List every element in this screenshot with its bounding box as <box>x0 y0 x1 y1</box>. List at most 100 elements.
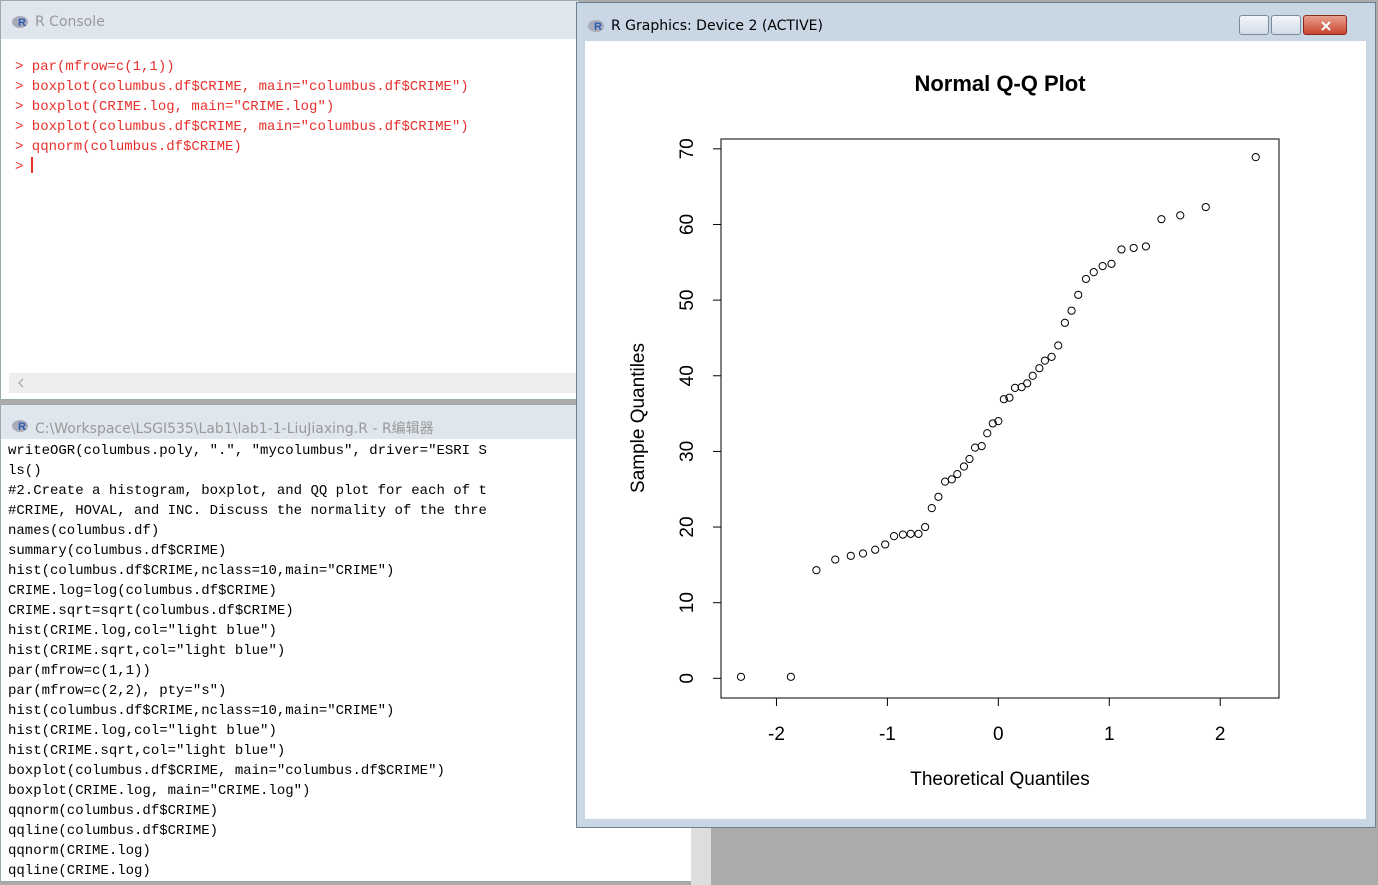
point <box>812 566 821 575</box>
console-title: R Console <box>35 14 105 30</box>
code-text: CRIME.log=log(columbus.df$CRIME) <box>8 583 277 599</box>
point <box>1023 379 1032 388</box>
point <box>846 551 855 560</box>
point <box>994 417 1003 426</box>
plot-frame <box>720 138 1280 699</box>
editor-text: writeOGR(columbus.poly, ".", "mycolumbus… <box>8 441 487 881</box>
y-tick-label: 70 <box>677 138 698 159</box>
point <box>1201 202 1210 212</box>
code-text: hist(CRIME.sqrt,col="light blue") <box>8 643 286 659</box>
scrollbar <box>9 373 579 393</box>
point <box>831 555 840 564</box>
code-text: hist(columbus.df$CRIME,nclass=10,main="C… <box>8 703 395 719</box>
y-tick-label: 50 <box>677 290 698 311</box>
point <box>871 545 880 554</box>
svg-text:R: R <box>594 21 602 33</box>
console-line: > par(mfrow=c(1,1)) <box>15 57 469 77</box>
scroll-left-arrow[interactable] <box>15 373 27 393</box>
point <box>1017 383 1026 392</box>
editor-line: boxplot(CRIME.log, main="CRIME.log") <box>8 781 487 801</box>
editor-line: hist(CRIME.sqrt,col="light blue") <box>8 741 487 761</box>
editor-line: hist(columbus.df$CRIME,nclass=10,main="C… <box>8 561 487 581</box>
code-text: hist(CRIME.log,col="light blue") <box>8 723 277 739</box>
text-cursor <box>31 157 34 173</box>
svg-text:R: R <box>18 17 26 29</box>
point <box>921 522 930 532</box>
point <box>1060 318 1069 327</box>
point <box>1054 341 1063 350</box>
maximize-button[interactable] <box>1271 15 1301 35</box>
point <box>977 442 986 451</box>
code-text: hist(columbus.df$CRIME,nclass=10,main="C… <box>8 563 395 579</box>
point <box>970 443 980 452</box>
point <box>736 672 746 681</box>
point <box>947 475 956 484</box>
point <box>999 395 1008 404</box>
point <box>1251 153 1260 162</box>
editor-title: C:\Workspace\LSGI535\Lab1\lab1-1-LiuJiax… <box>35 421 434 437</box>
y-tick-label: 60 <box>677 214 698 235</box>
editor-line: qqline(CRIME.log) <box>8 861 487 881</box>
code-text: CRIME.sqrt=sqrt(columbus.df$CRIME) <box>8 603 294 619</box>
console-line: > boxplot(CRIME.log, main="CRIME.log") <box>15 97 469 117</box>
editor-line: qqnorm(CRIME.log) <box>8 841 487 861</box>
console-line: > qqnorm(columbus.df$CRIME) <box>15 137 469 157</box>
code-text: boxplot(CRIME.log, main="CRIME.log") <box>8 783 311 799</box>
point <box>1107 259 1116 268</box>
x-tick-label: 1 <box>1104 724 1115 745</box>
code-text: writeOGR(columbus.poly, ".", "mycolumbus… <box>8 443 487 459</box>
point <box>1081 274 1091 284</box>
point <box>1117 245 1126 254</box>
r-icon: R <box>12 16 28 29</box>
y-axis-label: Sample Quantiles <box>628 343 649 493</box>
code-text: qqline(CRIME.log) <box>8 863 151 879</box>
y-tick-label: 10 <box>677 592 698 613</box>
svg-text:R: R <box>18 421 26 433</box>
point <box>898 530 908 539</box>
point <box>1141 242 1150 251</box>
point <box>1040 356 1050 365</box>
close-button[interactable] <box>1303 15 1347 35</box>
code-text: > boxplot(CRIME.log, main="CRIME.log") <box>15 99 335 115</box>
point <box>983 429 992 438</box>
x-tick-label: -2 <box>768 724 785 745</box>
console-line: > boxplot(columbus.df$CRIME, main="colum… <box>15 77 469 97</box>
editor-line: #CRIME, HOVAL, and INC. Discuss the norm… <box>8 501 487 521</box>
point <box>914 529 923 538</box>
y-tick-label: 30 <box>677 441 698 462</box>
point <box>1035 364 1044 373</box>
code-text: boxplot(columbus.df$CRIME, main="columbu… <box>8 763 445 779</box>
point <box>1074 290 1083 299</box>
editor-line: summary(columbus.df$CRIME) <box>8 541 487 561</box>
point <box>1010 383 1020 392</box>
editor-line: par(mfrow=c(1,1)) <box>8 661 487 681</box>
code-text: > boxplot(columbus.df$CRIME, main="colum… <box>15 119 469 135</box>
graphics-titlebar: R R Graphics: Device 2 (ACTIVE) <box>577 3 1375 41</box>
point <box>881 540 890 549</box>
point <box>1157 215 1166 224</box>
editor-line: CRIME.sqrt=sqrt(columbus.df$CRIME) <box>8 601 487 621</box>
point <box>1047 352 1056 361</box>
editor-line: hist(CRIME.log,col="light blue") <box>8 621 487 641</box>
point <box>934 492 943 501</box>
x-axis-label: Theoretical Quantiles <box>910 769 1090 790</box>
editor-line: writeOGR(columbus.poly, ".", "mycolumbus… <box>8 441 487 461</box>
editor-line: hist(CRIME.sqrt,col="light blue") <box>8 641 487 661</box>
console-titlebar: R R Console <box>1 1 579 39</box>
code-text: hist(CRIME.log,col="light blue") <box>8 623 277 639</box>
point <box>959 462 969 471</box>
chart-title: Normal Q-Q Plot <box>914 71 1086 96</box>
editor-line: par(mfrow=c(2,2), pty="s") <box>8 681 487 701</box>
point <box>889 532 899 541</box>
minimize-button[interactable] <box>1239 15 1269 35</box>
point <box>858 549 868 558</box>
y-tick-label: 40 <box>677 365 698 386</box>
code-text: qqline(columbus.df$CRIME) <box>8 823 219 839</box>
console-window: R R Console > par(mfrow=c(1,1)) > boxplot… <box>0 0 580 400</box>
point <box>953 469 962 479</box>
code-text: summary(columbus.df$CRIME) <box>8 543 227 559</box>
r-icon: R <box>588 20 604 33</box>
point <box>1098 261 1107 271</box>
editor-line: boxplot(columbus.df$CRIME, main="columbu… <box>8 761 487 781</box>
